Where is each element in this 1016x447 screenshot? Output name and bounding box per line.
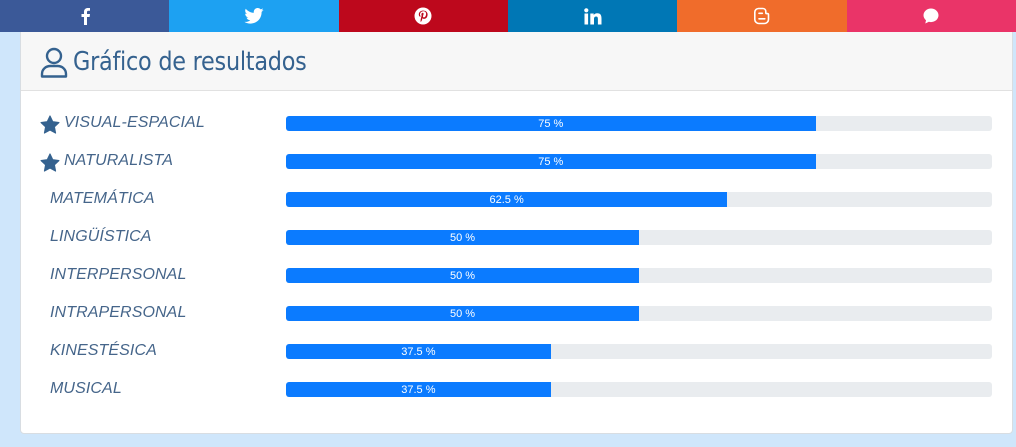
progress-fill: 75 % xyxy=(286,116,816,131)
progress-value: 75 % xyxy=(538,117,564,130)
results-card: Gráfico de resultados VISUAL-ESPACIAL 75 … xyxy=(20,24,1013,434)
progress-track: 62.5 % xyxy=(286,192,992,207)
progress-value: 50 % xyxy=(449,269,476,282)
share-facebook-button[interactable] xyxy=(0,0,170,32)
card-title: Gráfico de resultados xyxy=(73,46,307,77)
progress-track: 50 % xyxy=(286,268,992,283)
progress-value: 50 % xyxy=(449,231,476,244)
star-icon xyxy=(40,115,60,134)
user-icon xyxy=(40,47,68,78)
result-label: LINGÜÍSTICA xyxy=(50,228,152,245)
linkedin-icon xyxy=(583,7,602,24)
share-linkedin-button[interactable] xyxy=(507,0,678,32)
facebook-icon xyxy=(81,8,90,25)
star-icon xyxy=(40,153,60,172)
progress-fill: 50 % xyxy=(286,306,639,321)
results-list: VISUAL-ESPACIAL 75 % NATURALISTA 75 % MATEMÁ… xyxy=(21,109,1012,413)
pinterest-icon xyxy=(414,7,432,25)
progress-track: 50 % xyxy=(286,306,992,321)
result-row: VISUAL-ESPACIAL 75 % xyxy=(21,109,1012,147)
share-twitter-button[interactable] xyxy=(169,0,339,32)
result-row: MUSICAL 37.5 % xyxy=(21,375,1012,413)
card-header: Gráfico de resultados xyxy=(21,25,1012,91)
progress-value: 37.5 % xyxy=(401,383,436,396)
result-label: INTRAPERSONAL xyxy=(50,304,187,321)
progress-track: 37.5 % xyxy=(286,344,992,359)
progress-value: 75 % xyxy=(538,155,564,168)
result-label: VISUAL-ESPACIAL xyxy=(64,114,205,131)
progress-fill: 37.5 % xyxy=(286,382,551,397)
progress-fill: 62.5 % xyxy=(286,192,728,207)
progress-value: 37.5 % xyxy=(401,345,436,358)
share-blogger-button[interactable] xyxy=(677,0,847,32)
progress-track: 37.5 % xyxy=(286,382,992,397)
progress-track: 50 % xyxy=(286,230,992,245)
share-bar xyxy=(0,0,1016,32)
progress-fill: 37.5 % xyxy=(286,344,551,359)
result-row: MATEMÁTICA 62.5 % xyxy=(21,185,1012,223)
progress-value: 50 % xyxy=(449,307,476,320)
result-row: LINGÜÍSTICA 50 % xyxy=(21,223,1012,261)
result-label: MUSICAL xyxy=(50,380,122,397)
twitter-icon xyxy=(244,8,264,24)
chat-bubble-icon xyxy=(923,8,939,24)
result-label: MATEMÁTICA xyxy=(50,190,155,207)
progress-value: 62.5 % xyxy=(489,193,524,206)
blogger-icon xyxy=(753,7,770,25)
progress-track: 75 % xyxy=(286,154,992,169)
progress-fill: 50 % xyxy=(286,268,639,283)
result-row: INTRAPERSONAL 50 % xyxy=(21,299,1012,337)
progress-track: 75 % xyxy=(286,116,992,131)
share-whatsapp-button[interactable] xyxy=(846,0,1016,32)
result-label: KINESTÉSICA xyxy=(50,342,157,359)
share-pinterest-button[interactable] xyxy=(338,0,508,32)
result-row: INTERPERSONAL 50 % xyxy=(21,261,1012,299)
result-row: KINESTÉSICA 37.5 % xyxy=(21,337,1012,375)
progress-fill: 75 % xyxy=(286,154,816,169)
result-label: NATURALISTA xyxy=(64,152,173,169)
progress-fill: 50 % xyxy=(286,230,639,245)
result-label: INTERPERSONAL xyxy=(50,266,187,283)
result-row: NATURALISTA 75 % xyxy=(21,147,1012,185)
